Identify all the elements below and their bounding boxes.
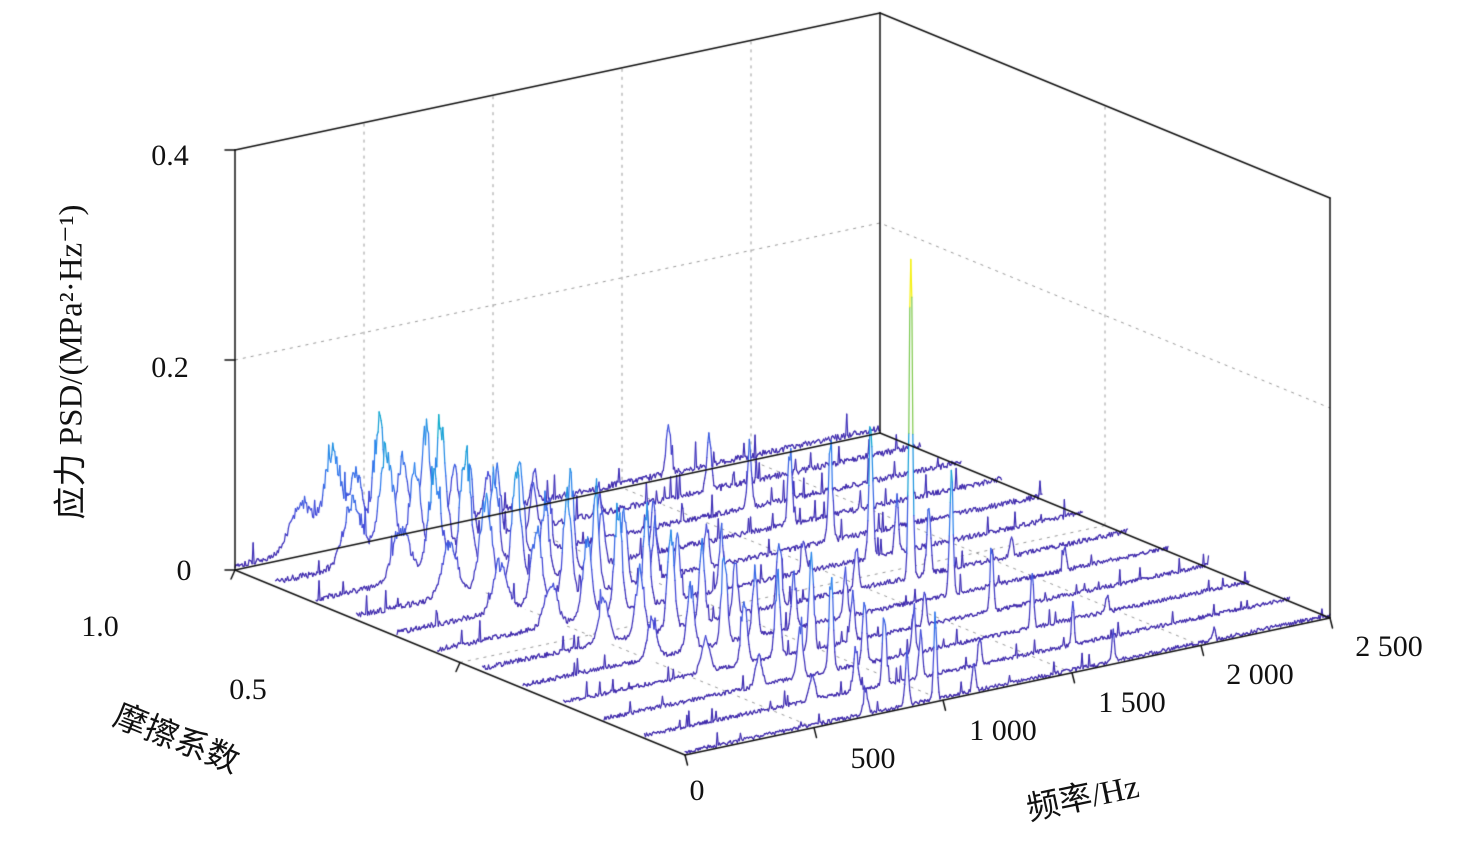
y-tick-0p5: 0.5 (229, 673, 267, 706)
x-tick-500: 500 (850, 742, 896, 775)
x-tick-1000: 1 000 (969, 714, 1037, 747)
z-axis-title: 应力 PSD/(MPa²·Hz⁻¹) (53, 204, 90, 520)
y-tick-1p0: 1.0 (81, 610, 119, 643)
z-tick-0p2: 0.2 (151, 351, 189, 384)
x-tick-2500: 2 500 (1355, 630, 1423, 663)
x-tick-2000: 2 000 (1226, 658, 1294, 691)
z-tick-0: 0 (176, 554, 192, 587)
x-tick-1500: 1 500 (1098, 686, 1166, 719)
x-tick-0: 0 (689, 774, 705, 807)
z-tick-0p4: 0.4 (151, 139, 189, 172)
